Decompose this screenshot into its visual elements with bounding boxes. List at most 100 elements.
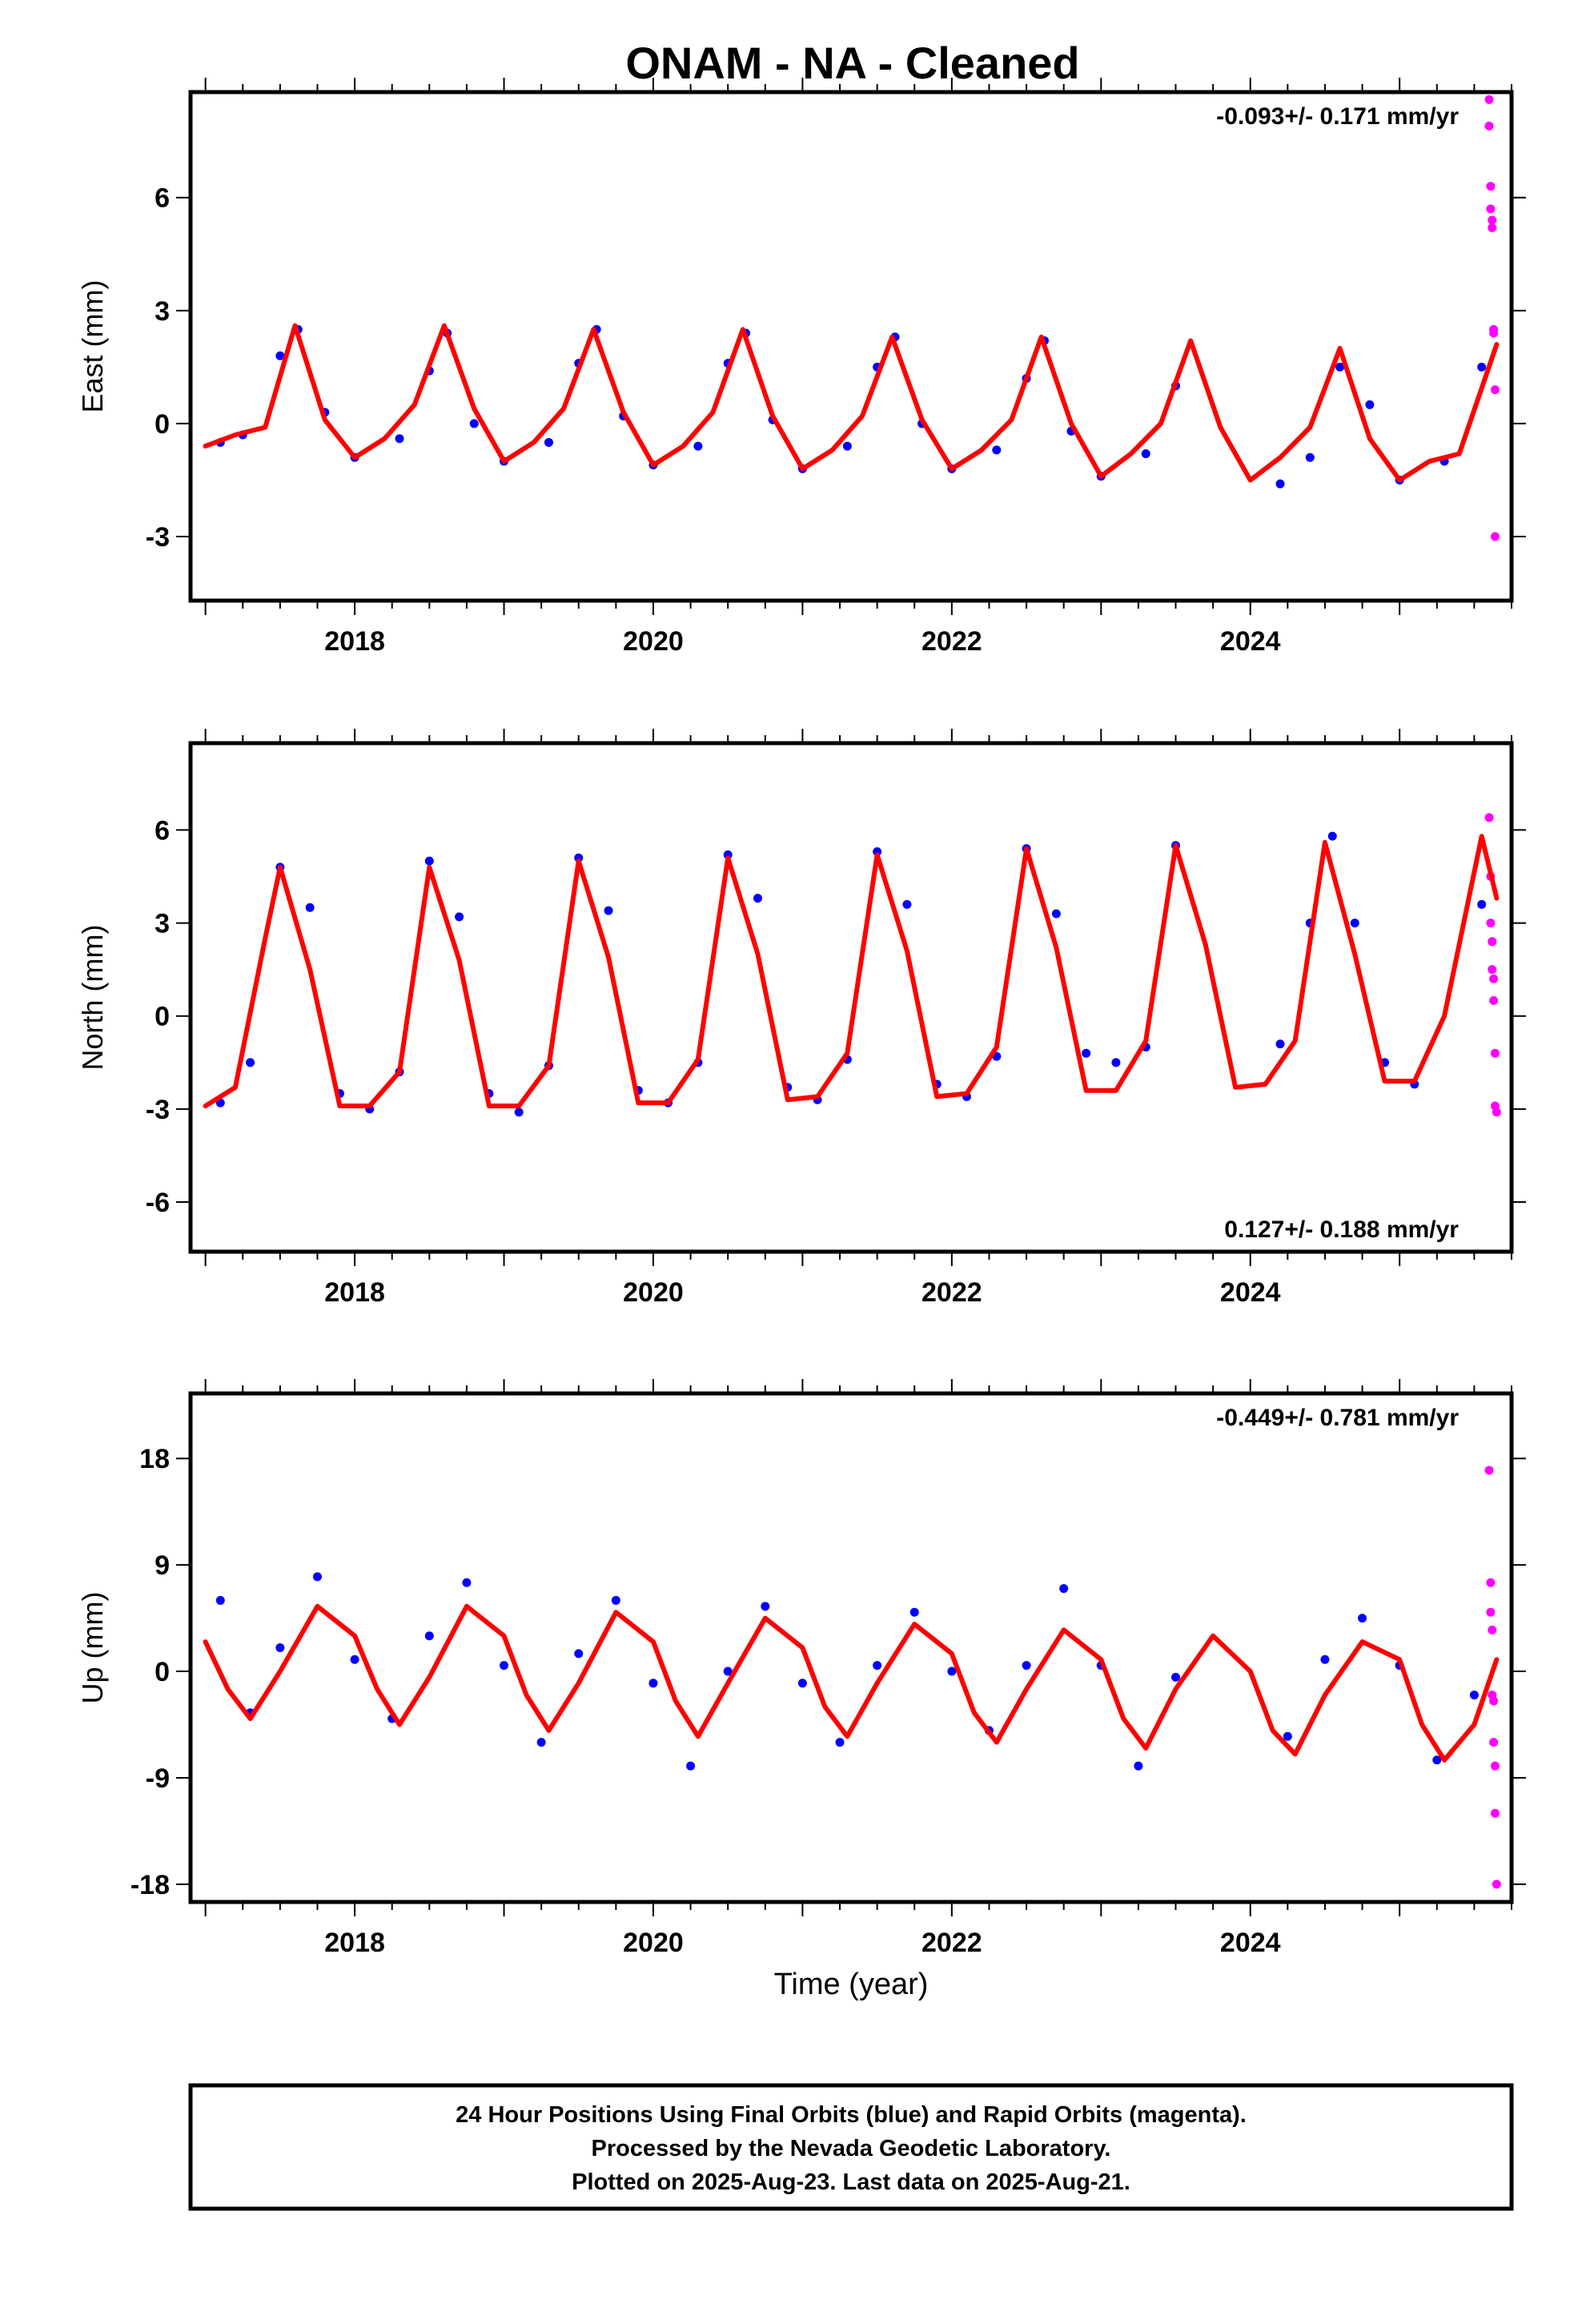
up-final-orbits-point bbox=[1059, 1584, 1069, 1594]
east-final-orbits-point bbox=[1365, 400, 1375, 409]
up-y-tick-label: -9 bbox=[146, 1763, 170, 1794]
east-final-orbits-point bbox=[275, 351, 285, 360]
north-panel: 2018 2020 2022 2024 -6 -3 0 3 6 North (mm) 0.127+/… bbox=[76, 729, 1526, 1308]
east-rapid-orbits-point bbox=[1484, 121, 1494, 131]
up-final-orbits-point bbox=[462, 1578, 472, 1587]
north-final-orbits-point bbox=[424, 856, 434, 866]
north-rapid-orbits-point bbox=[1490, 1048, 1500, 1058]
north-final-orbits-point bbox=[514, 1108, 524, 1117]
up-final-orbits-point bbox=[761, 1602, 770, 1611]
north-final-orbits-point bbox=[1051, 909, 1061, 919]
up-rapid-orbits-point bbox=[1490, 1761, 1500, 1771]
up-final-orbits-point bbox=[909, 1607, 919, 1617]
north-rapid-orbits-point bbox=[1492, 1108, 1501, 1117]
east-y-axis-label: East (mm) bbox=[76, 280, 109, 413]
east-model-fit-line bbox=[203, 323, 1500, 483]
up-rapid-orbits-point bbox=[1489, 1738, 1499, 1747]
up-final-orbits-point bbox=[648, 1679, 658, 1688]
footer-frame bbox=[188, 2083, 1514, 2211]
east-rapid-orbits-point bbox=[1488, 223, 1497, 232]
up-final-orbits-point bbox=[500, 1661, 509, 1671]
east-y-tick-label: 0 bbox=[155, 409, 170, 440]
north-rapid-orbits-point bbox=[1486, 919, 1496, 928]
north-final-orbits-point bbox=[1275, 1039, 1285, 1049]
east-x-tick-label: 2024 bbox=[1220, 626, 1281, 657]
up-final-orbits-point bbox=[1358, 1614, 1367, 1623]
east-y-tick-label: 6 bbox=[155, 183, 170, 214]
up-rapid-orbits-point bbox=[1492, 1880, 1501, 1889]
east-final-orbits-point bbox=[1477, 362, 1487, 372]
up-x-tick-label: 2018 bbox=[324, 1928, 385, 1958]
up-panel: 2018 2020 2022 2024 -18 -9 0 9 18 Up (mm) -0.449+/… bbox=[76, 1379, 1526, 1958]
north-final-orbits-point bbox=[455, 912, 464, 922]
east-final-orbits-point bbox=[693, 441, 703, 451]
east-final-orbits-point bbox=[469, 419, 479, 428]
east-rapid-orbits-point bbox=[1486, 204, 1496, 214]
east-x-tick-label: 2020 bbox=[623, 626, 684, 657]
up-x-tick-label: 2024 bbox=[1220, 1928, 1281, 1958]
up-rapid-orbits-point bbox=[1486, 1578, 1496, 1587]
north-rapid-orbits-point bbox=[1484, 813, 1494, 822]
figure-title: ONAM - NA - Cleaned bbox=[625, 38, 1079, 88]
north-final-orbits-point bbox=[1082, 1048, 1091, 1058]
east-x-tick-label: 2018 bbox=[324, 626, 385, 657]
up-final-orbits-point bbox=[1432, 1755, 1442, 1765]
up-rapid-orbits-point bbox=[1489, 1696, 1499, 1706]
north-rapid-orbits-point bbox=[1489, 995, 1499, 1005]
up-final-orbits-point bbox=[686, 1761, 696, 1771]
north-y-tick-label: 6 bbox=[155, 815, 170, 846]
east-final-orbits-point bbox=[842, 441, 852, 451]
east-y-tick-label: -3 bbox=[146, 522, 170, 553]
east-plot-frame bbox=[188, 90, 1514, 603]
up-final-orbits-point bbox=[1469, 1691, 1479, 1700]
east-rapid-orbits-point bbox=[1488, 215, 1497, 225]
east-x-tick-label: 2022 bbox=[921, 626, 982, 657]
north-final-orbits-point bbox=[1477, 899, 1487, 909]
north-x-tick-label: 2020 bbox=[623, 1277, 684, 1308]
footer-box: 24 Hour Positions Using Final Orbits (bl… bbox=[188, 2083, 1514, 2211]
up-velocity-label: -0.449+/- 0.781 mm/yr bbox=[1216, 1405, 1459, 1431]
up-y-tick-label: 18 bbox=[139, 1444, 170, 1474]
north-rapid-orbits-point bbox=[1489, 974, 1499, 983]
up-y-tick-label: 9 bbox=[155, 1550, 170, 1581]
up-final-orbits-point bbox=[312, 1572, 322, 1582]
north-y-tick-label: 3 bbox=[155, 909, 170, 939]
up-rapid-orbits-point bbox=[1490, 1808, 1500, 1818]
up-final-orbits-point bbox=[350, 1655, 359, 1664]
up-final-orbits-point bbox=[536, 1738, 546, 1747]
north-x-tick-label: 2018 bbox=[324, 1277, 385, 1308]
up-final-orbits-point bbox=[1134, 1761, 1143, 1771]
east-final-orbits-point bbox=[992, 445, 1002, 455]
east-rapid-orbits-point bbox=[1486, 182, 1496, 191]
up-rapid-orbits-point bbox=[1484, 1466, 1494, 1475]
north-x-tick-label: 2024 bbox=[1220, 1277, 1281, 1308]
east-final-orbits-point bbox=[1141, 449, 1150, 459]
north-rapid-orbits-point bbox=[1488, 937, 1497, 947]
east-rapid-orbits-point bbox=[1490, 385, 1500, 395]
east-final-orbits-point bbox=[1275, 479, 1285, 489]
north-model-fit-line bbox=[203, 834, 1500, 1108]
north-final-orbits-point bbox=[305, 903, 315, 912]
up-final-orbits-point bbox=[611, 1595, 620, 1605]
up-final-orbits-point bbox=[424, 1631, 434, 1641]
up-final-orbits-point bbox=[947, 1667, 957, 1676]
up-rapid-orbits-point bbox=[1486, 1607, 1496, 1617]
up-x-tick-label: 2022 bbox=[921, 1928, 982, 1958]
up-final-orbits-point bbox=[574, 1649, 584, 1659]
up-final-orbits-point bbox=[215, 1595, 225, 1605]
up-data-layer bbox=[203, 1466, 1501, 1889]
up-final-orbits-point bbox=[1022, 1661, 1031, 1671]
up-final-orbits-point bbox=[1320, 1655, 1330, 1664]
east-final-orbits-point bbox=[395, 434, 404, 444]
up-model-fit-line bbox=[203, 1603, 1500, 1763]
up-final-orbits-point bbox=[797, 1679, 807, 1688]
north-y-tick-label: 0 bbox=[155, 1002, 170, 1032]
north-y-axis-label: North (mm) bbox=[76, 925, 109, 1071]
x-axis-label: Time (year) bbox=[774, 1968, 929, 2001]
up-y-tick-label: 0 bbox=[155, 1657, 170, 1687]
footer-line-2: Processed by the Nevada Geodetic Laborat… bbox=[592, 2136, 1111, 2161]
up-y-axis-label: Up (mm) bbox=[76, 1592, 109, 1704]
north-final-orbits-point bbox=[1327, 831, 1337, 841]
north-y-tick-label: -3 bbox=[146, 1095, 170, 1125]
north-final-orbits-point bbox=[604, 906, 613, 915]
